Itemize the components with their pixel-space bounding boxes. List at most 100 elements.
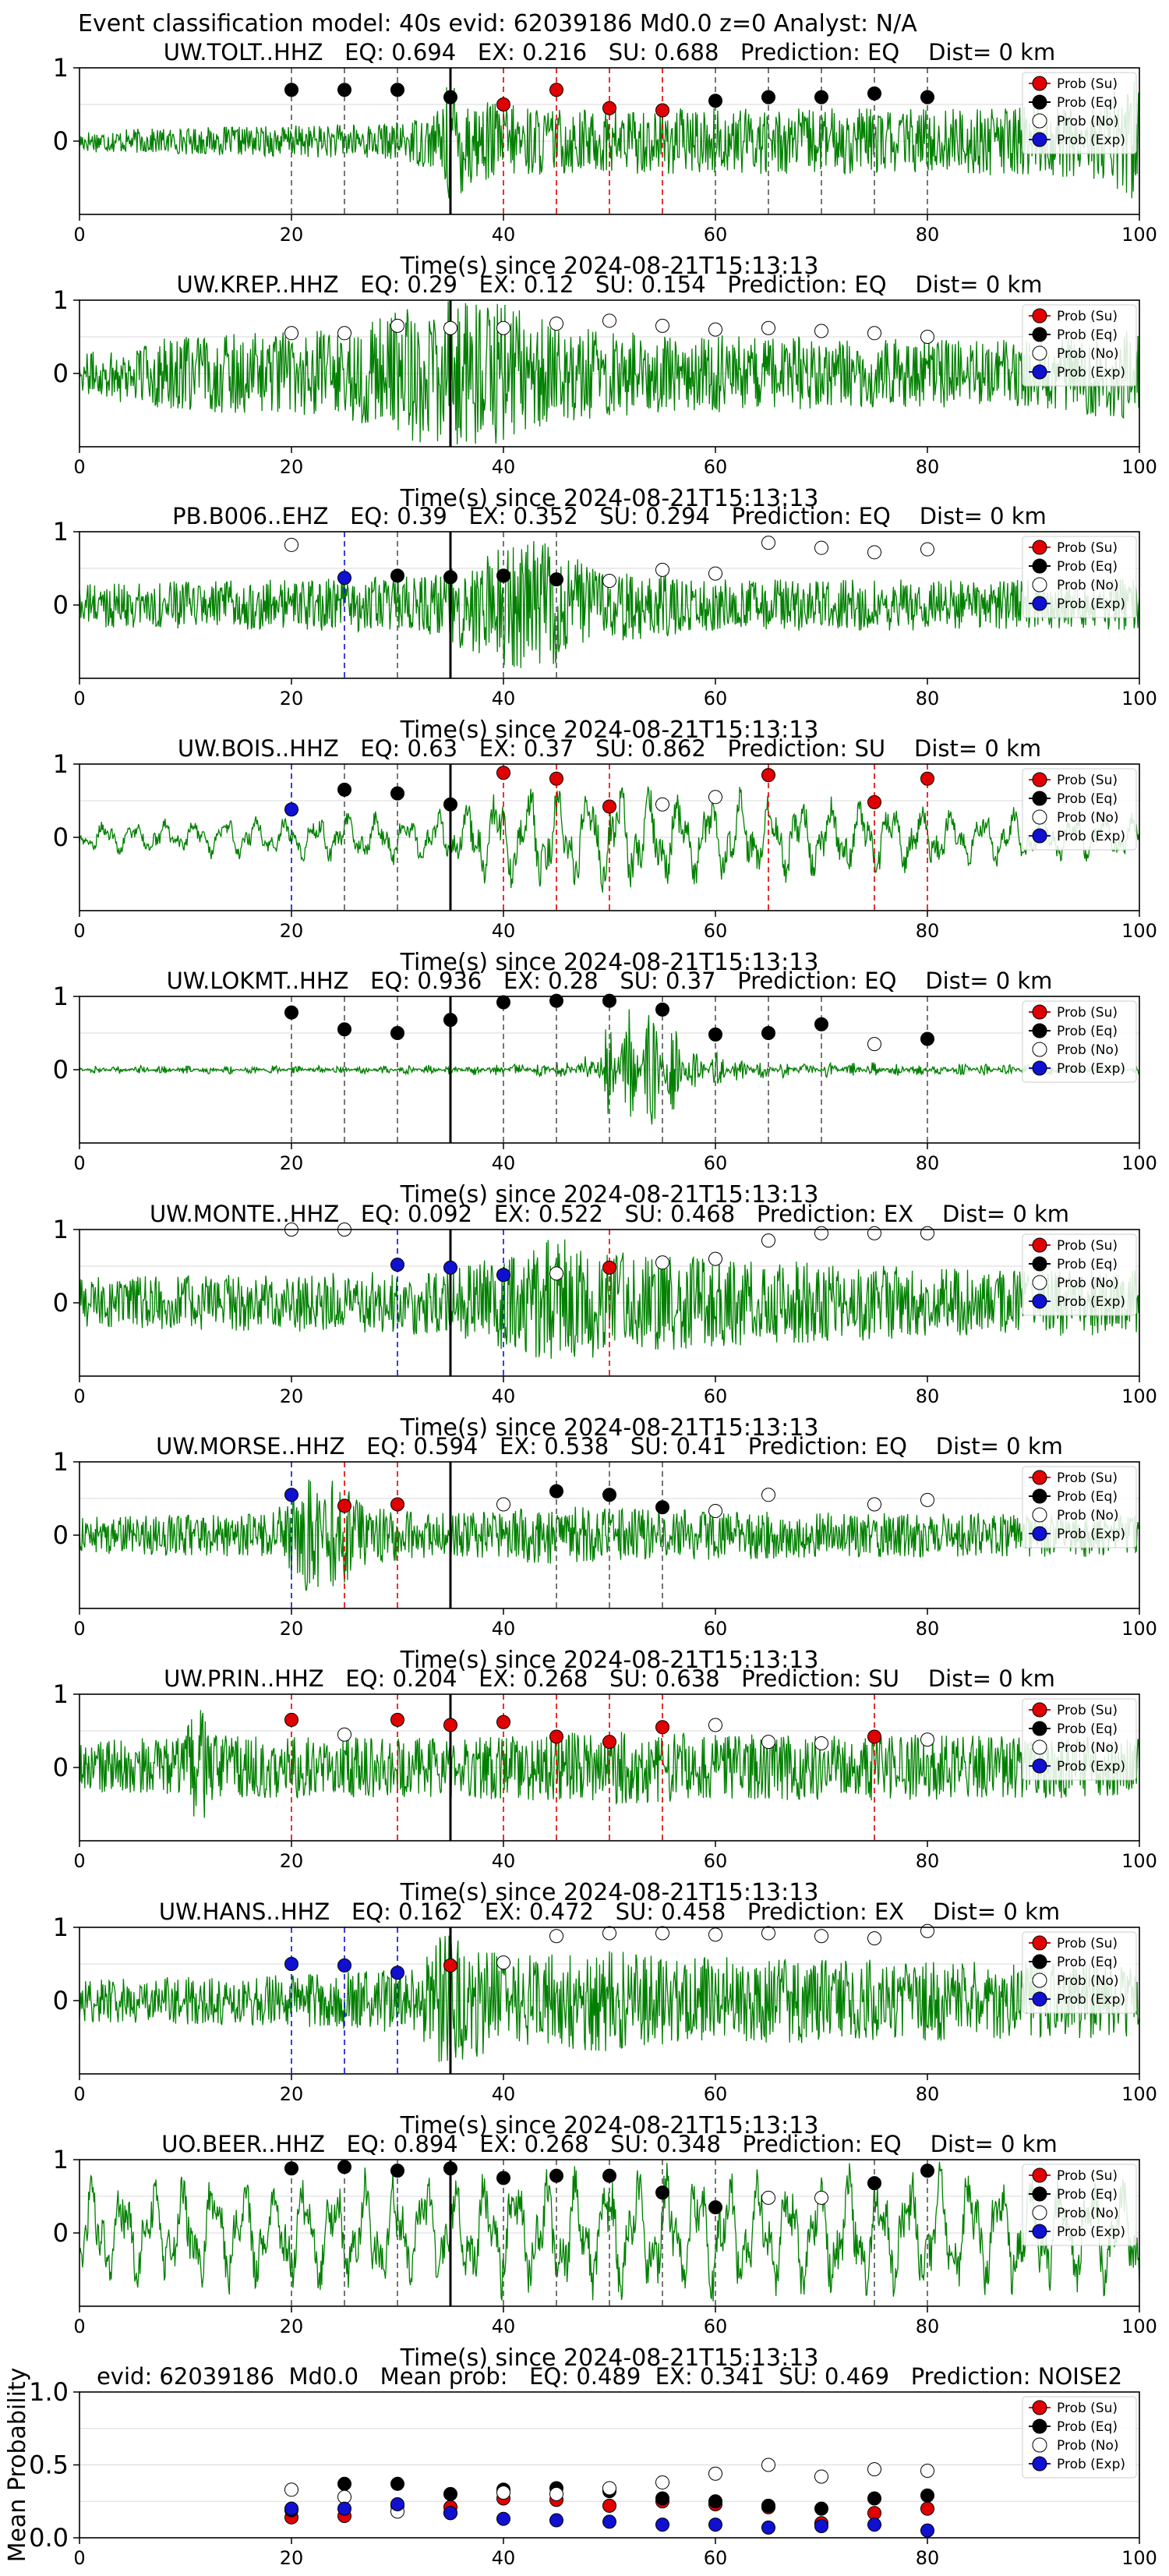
legend-label-no: Prob (No) [1057,2206,1119,2221]
y-tick-label: 1 [53,285,69,315]
prob-point-su [761,768,775,783]
legend-marker-no [1032,113,1047,129]
axis-ticks: 0 20 40 60 80 100 0.0 0.5 1.0 [29,2377,1157,2569]
legend-frame [1022,2164,1137,2246]
legend-label-su: Prob (Su) [1057,76,1118,92]
x-tick-label: 40 [492,920,516,942]
prob-point-eq [337,1022,351,1037]
prob-point-eq [443,2161,457,2176]
x-axis-label: Time(s) since 2024-08-21T15:13:13 [400,1879,819,1906]
prob-point-eq [761,1026,775,1040]
x-tick-label: 40 [492,1152,516,1174]
x-tick-label: 100 [1121,688,1157,709]
prob-point-no [761,1735,775,1750]
x-tick-label: 100 [1121,1385,1157,1407]
legend-label-su: Prob (Su) [1057,540,1118,556]
prob-point-su [549,771,563,786]
y-tick-label: 1 [53,2145,69,2174]
x-tick-label: 100 [1121,456,1157,478]
prob-point-eq [708,2200,722,2215]
panel-title: UW.HANS..HHZ EQ: 0.162 EX: 0.472 SU: 0.4… [159,1898,1060,1925]
legend-marker-eq [1032,2419,1047,2434]
prob-point-eq [390,568,404,583]
prob-point-exp [496,1268,510,1283]
x-tick-label: 100 [1121,1152,1157,1174]
prob-point-su [443,1718,457,1732]
x-tick-label: 80 [916,1152,940,1174]
legend-marker-eq [1032,1023,1047,1039]
y-tick-label: 1 [53,517,69,547]
prob-point-no [708,1927,722,1942]
mean-point-exp [390,2496,404,2511]
legend-marker-eq [1032,94,1047,110]
legend-marker-no [1032,2205,1047,2220]
x-tick-label: 0 [73,920,85,942]
legend-label-no: Prob (No) [1057,1042,1119,1058]
x-tick-label: 40 [492,1385,516,1407]
prob-point-eq [602,1488,616,1502]
legend-label-exp: Prob (Exp) [1057,2457,1125,2472]
y-tick-label: 0 [53,1520,69,1550]
legend-marker-exp [1032,828,1047,844]
panel-title: UW.KREP..HHZ EQ: 0.29 EX: 0.12 SU: 0.154… [176,271,1042,298]
prob-point-exp [284,1488,298,1502]
mean-point-no [920,2463,934,2478]
mean-point-exp [337,2501,351,2516]
mean-point-exp [761,2520,775,2535]
legend-frame [1022,1233,1137,1316]
x-axis-label: Time(s) since 2024-08-21T15:13:13 [400,2344,819,2372]
legend-marker-su [1032,1237,1047,1253]
legend-marker-exp [1032,596,1047,611]
legend-marker-exp [1032,132,1047,147]
legend-marker-su [1032,1470,1047,1485]
y-tick-label: 0.0 [29,2523,69,2553]
prob-point-no [761,536,775,550]
legend-label-no: Prob (No) [1057,1973,1119,1989]
axis-ticks: 0 20 40 60 80 100 0 1 [53,1215,1157,1407]
legend-label-no: Prob (No) [1057,2438,1119,2454]
mean-point-no [549,2486,563,2501]
legend-frame [1022,304,1137,387]
y-tick-label: 1 [53,1679,69,1709]
station-panel-4: 0 20 40 60 80 100 0 1 UW.BOIS..HHZ EQ: 0.63 EX: … [53,735,1157,976]
x-tick-label: 40 [492,688,516,709]
legend-marker-no [1032,1739,1047,1755]
legend: Prob (Su) Prob (Eq) Prob (No) Prob (Exp) [1022,1698,1137,1781]
x-tick-label: 80 [916,1618,940,1640]
mean-point-eq [708,2494,722,2509]
legend-label-exp: Prob (Exp) [1057,1294,1125,1310]
legend-frame [1022,536,1137,618]
legend-label-exp: Prob (Exp) [1057,1992,1125,2008]
legend-marker-eq [1032,558,1047,574]
legend-marker-su [1032,1702,1047,1718]
axis-ticks: 0 20 40 60 80 100 0 1 [53,1447,1157,1640]
legend-label-no: Prob (No) [1057,114,1119,129]
legend: Prob (Su) Prob (Eq) Prob (No) Prob (Exp) [1022,2396,1137,2479]
legend-frame [1022,1466,1137,1548]
waveform-trace [79,81,1139,199]
prob-point-no [602,573,616,588]
prob-point-eq [337,2160,351,2174]
x-tick-label: 0 [73,224,85,246]
x-tick-label: 60 [704,1850,728,1872]
prob-point-no [708,790,722,805]
waveform-trace [79,786,1139,893]
prob-point-no [920,1492,934,1507]
prob-point-no [549,317,563,331]
x-tick-label: 20 [280,224,304,246]
prob-point-eq [920,1031,934,1046]
legend-label-exp: Prob (Exp) [1057,133,1125,148]
prob-point-eq [496,2171,510,2185]
x-tick-label: 80 [916,1385,940,1407]
legend-label-eq: Prob (Eq) [1057,1721,1118,1737]
x-tick-label: 40 [492,2083,516,2105]
y-tick-label: 0 [53,126,69,156]
prob-point-eq [284,83,298,97]
legend-marker-no [1032,345,1047,361]
x-tick-label: 0 [73,1152,85,1174]
legend-frame [1022,1931,1137,2014]
x-axis-label: Time(s) since 2024-08-21T15:13:13 [400,717,819,744]
prob-point-no [655,562,669,577]
x-tick-label: 0 [73,1850,85,1872]
legend-marker-su [1032,540,1047,555]
